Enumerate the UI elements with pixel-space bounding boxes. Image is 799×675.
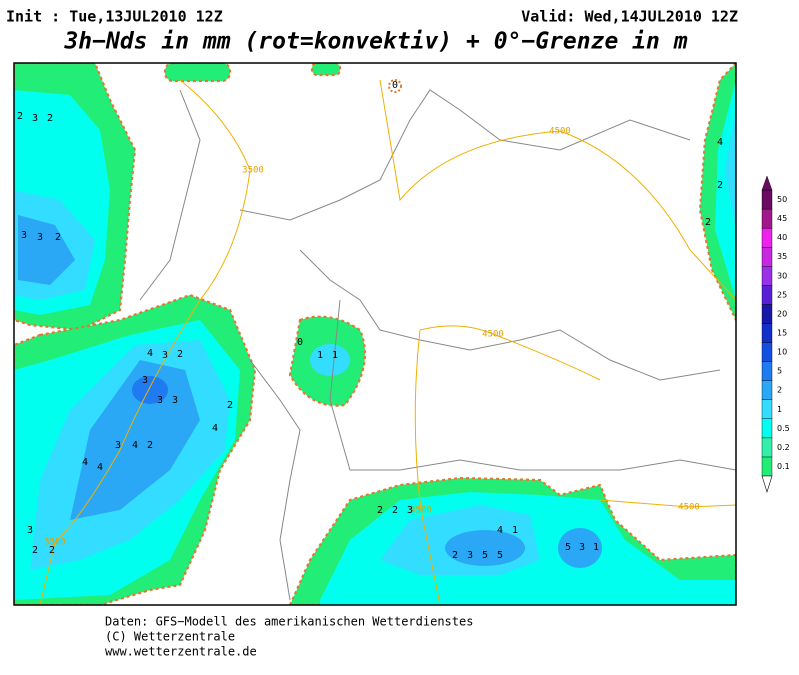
contour-label: 4500 <box>678 503 700 513</box>
map-value: 5 <box>565 542 571 553</box>
legend-label: 40 <box>777 233 787 242</box>
map-value: 2 <box>452 550 458 561</box>
legend-label: 0.5 <box>777 424 790 433</box>
map-value: 1 <box>593 542 599 553</box>
legend-swatch <box>761 418 773 439</box>
map-value: 2 <box>227 400 233 411</box>
legend-swatch <box>761 342 773 362</box>
map-value: 1 <box>512 525 518 536</box>
legend-swatch <box>761 304 773 324</box>
map-value: 1 <box>317 350 323 361</box>
valid-time: Valid: Wed,14JUL2010 12Z <box>521 8 738 26</box>
url: www.wetterzentrale.de <box>105 645 257 659</box>
map-value: 5 <box>497 550 503 561</box>
map-value: 0 <box>392 80 398 91</box>
map-value: 2 <box>147 440 153 451</box>
map-value: 3 <box>467 550 473 561</box>
legend-label: 30 <box>777 271 787 280</box>
map-value: 3 <box>162 350 168 361</box>
map-value: 3 <box>27 525 33 536</box>
legend-swatch <box>761 437 773 458</box>
legend-label: 0.1 <box>777 462 790 471</box>
contour-label: 4500 <box>482 330 504 340</box>
map-value: 5 <box>482 550 488 561</box>
map-value: 2 <box>32 545 38 556</box>
legend-label: 10 <box>777 348 787 357</box>
map-value: 3 <box>407 505 413 516</box>
legend-swatch <box>761 380 773 400</box>
map-value: 3 <box>157 395 163 406</box>
map-value: 4 <box>132 440 138 451</box>
map-value: 4 <box>497 525 503 536</box>
map-value: 4 <box>147 348 153 359</box>
map-value: 2 <box>47 113 53 124</box>
map-value: 2 <box>392 505 398 516</box>
map-value: 4 <box>82 457 88 468</box>
legend-label: 2 <box>777 386 782 395</box>
legend-swatch <box>761 189 773 210</box>
map-value: 2 <box>377 505 383 516</box>
legend-label: 45 <box>777 214 787 223</box>
map-value: 2 <box>55 232 61 243</box>
legend-label: 20 <box>777 309 787 318</box>
map-value: 2 <box>705 217 711 228</box>
source-note: Daten: GFS−Modell des amerikanischen Wet… <box>105 615 473 629</box>
legend-label: 1 <box>777 405 782 414</box>
map-value: 4 <box>212 423 218 434</box>
legend-bottom-cap <box>761 475 773 494</box>
copyright: (C) Wetterzentrale <box>105 630 235 644</box>
legend-swatch <box>761 208 773 229</box>
map: 3500 4500 4500 4500 4500 3500 2 3 23 3 24 3 23… <box>13 62 737 606</box>
legend-label: 25 <box>777 290 787 299</box>
legend-swatch <box>761 227 773 248</box>
map-value: 0 <box>297 337 303 348</box>
map-value: 3 <box>37 232 43 243</box>
contour-label: 4500 <box>410 506 432 516</box>
title: 3h−Nds in mm (rot=konvektiv) + 0°−Grenze… <box>63 29 687 55</box>
legend-swatch <box>761 361 773 381</box>
map-value: 2 <box>177 349 183 360</box>
map-value: 3 <box>115 440 121 451</box>
legend-label: 35 <box>777 252 787 261</box>
legend-swatch <box>761 399 773 420</box>
contour-label: 4500 <box>549 127 571 137</box>
init-time: Init : Tue,13JUL2010 12Z <box>6 8 223 26</box>
map-value: 3 <box>579 542 585 553</box>
map-value: 2 <box>17 111 23 122</box>
legend-label: 5 <box>777 367 782 376</box>
legend-label: 0.2 <box>777 443 790 452</box>
map-value: 4 <box>97 462 103 473</box>
legend-top-cap <box>761 175 773 191</box>
contour-label: 3500 <box>44 538 66 548</box>
legend-swatch <box>761 285 773 305</box>
map-value: 3 <box>142 375 148 386</box>
legend-label: 15 <box>777 329 787 338</box>
legend-swatch <box>761 456 773 477</box>
legend-swatch <box>761 266 773 286</box>
map-value: 3 <box>32 113 38 124</box>
map-value: 2 <box>49 545 55 556</box>
legend-label: 50 <box>777 195 787 204</box>
legend-swatch <box>761 323 773 343</box>
contour-label: 3500 <box>242 166 264 176</box>
map-value: 4 <box>717 137 723 148</box>
map-value: 1 <box>332 350 338 361</box>
map-value: 2 <box>717 180 723 191</box>
legend-swatch <box>761 246 773 267</box>
map-value: 3 <box>21 230 27 241</box>
map-value: 3 <box>172 395 178 406</box>
